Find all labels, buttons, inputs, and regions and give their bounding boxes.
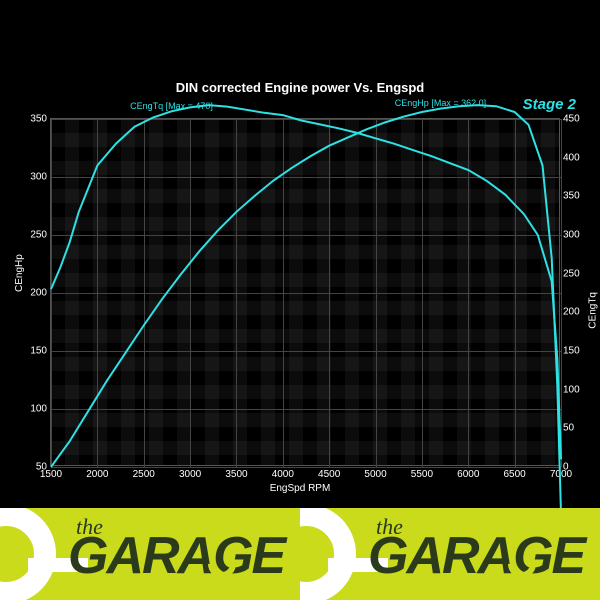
y-tick-left: 250	[30, 230, 47, 241]
y-tick-right: 100	[563, 384, 580, 395]
footer-garage: GARAGE	[368, 526, 584, 586]
stage-label: Stage 2	[523, 96, 576, 113]
series-CEngHp	[51, 105, 561, 513]
x-tick: 4000	[272, 469, 294, 480]
y-tick-right: 50	[563, 423, 574, 434]
footer-logo-left: the GARAGE	[0, 508, 300, 600]
footer-garage: GARAGE	[68, 526, 284, 586]
y-tick-right: 0	[563, 462, 569, 473]
x-tick: 6500	[504, 469, 526, 480]
x-tick: 4500	[318, 469, 340, 480]
x-tick: 6000	[457, 469, 479, 480]
x-tick: 2000	[86, 469, 108, 480]
y-axis-left-label: CEngHp	[14, 254, 25, 292]
chart-lines	[51, 119, 559, 465]
y-tick-left: 150	[30, 346, 47, 357]
footer-branding: the GARAGE the GARAGE	[0, 508, 600, 600]
y-tick-left: 50	[36, 462, 47, 473]
x-axis-label: EngSpd RPM	[0, 483, 600, 494]
x-tick: 2500	[133, 469, 155, 480]
y-axis-right-label: CEngTq	[588, 292, 599, 329]
y-tick-right: 250	[563, 268, 580, 279]
y-tick-right: 400	[563, 152, 580, 163]
y-tick-right: 350	[563, 191, 580, 202]
dyno-chart: DIN corrected Engine power Vs. Engspd St…	[0, 0, 600, 508]
g-icon	[0, 508, 56, 600]
x-tick: 5500	[411, 469, 433, 480]
y-tick-left: 350	[30, 114, 47, 125]
x-tick: 5000	[364, 469, 386, 480]
x-tick: 3000	[179, 469, 201, 480]
y-tick-left: 100	[30, 404, 47, 415]
y-tick-right: 300	[563, 230, 580, 241]
g-icon	[300, 508, 356, 600]
chart-title: DIN corrected Engine power Vs. Engspd	[0, 80, 600, 95]
y-tick-left: 300	[30, 172, 47, 183]
x-tick: 3500	[225, 469, 247, 480]
y-tick-right: 450	[563, 114, 580, 125]
y-tick-right: 150	[563, 346, 580, 357]
footer-logo-right: the GARAGE	[300, 508, 600, 600]
y-tick-right: 200	[563, 307, 580, 318]
plot-area: 1500200025003000350040004500500055006000…	[50, 118, 560, 466]
y-tick-left: 200	[30, 288, 47, 299]
